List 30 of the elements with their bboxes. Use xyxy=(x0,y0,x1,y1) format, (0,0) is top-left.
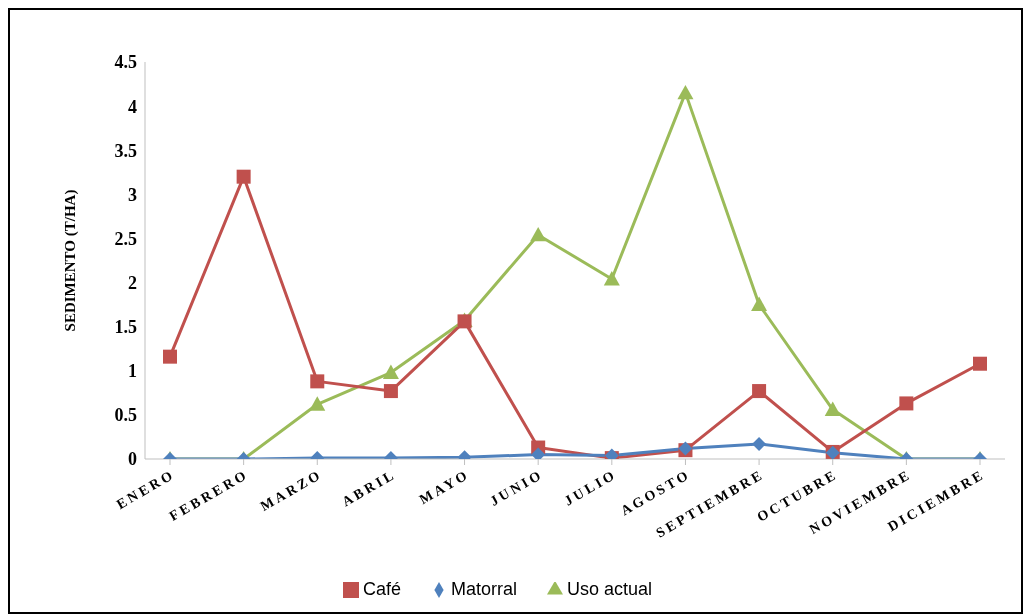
point xyxy=(824,401,841,416)
point xyxy=(899,396,914,411)
legend-label: Café xyxy=(362,579,401,599)
y-tick-label: 3 xyxy=(128,184,137,205)
y-tick-label: 0.5 xyxy=(114,405,137,426)
point xyxy=(752,437,767,451)
y-tick-label: 4 xyxy=(128,96,137,117)
point xyxy=(383,384,398,399)
point xyxy=(309,396,326,411)
y-axis-title: SEDIMENTO (T/HA) xyxy=(62,189,80,332)
legend-label: Uso actual xyxy=(567,579,653,599)
point xyxy=(530,226,547,242)
y-tick-label: 1.5 xyxy=(114,317,137,338)
point xyxy=(163,349,177,364)
point xyxy=(751,296,768,312)
y-tick-label: 0 xyxy=(128,449,137,470)
point xyxy=(310,374,325,389)
y-tick-label: 1 xyxy=(128,361,137,382)
point xyxy=(531,447,546,459)
y-tick-label: 2.5 xyxy=(114,228,137,249)
y-tick-label: 2 xyxy=(128,272,137,293)
point xyxy=(603,271,620,286)
y-tick-label: 3.5 xyxy=(114,140,137,161)
point xyxy=(236,169,251,184)
point xyxy=(382,364,399,379)
point xyxy=(677,84,694,100)
point xyxy=(973,356,987,371)
legend-label: Matorral xyxy=(450,579,517,599)
y-tick-label: 4.5 xyxy=(114,52,137,73)
point xyxy=(752,384,767,399)
